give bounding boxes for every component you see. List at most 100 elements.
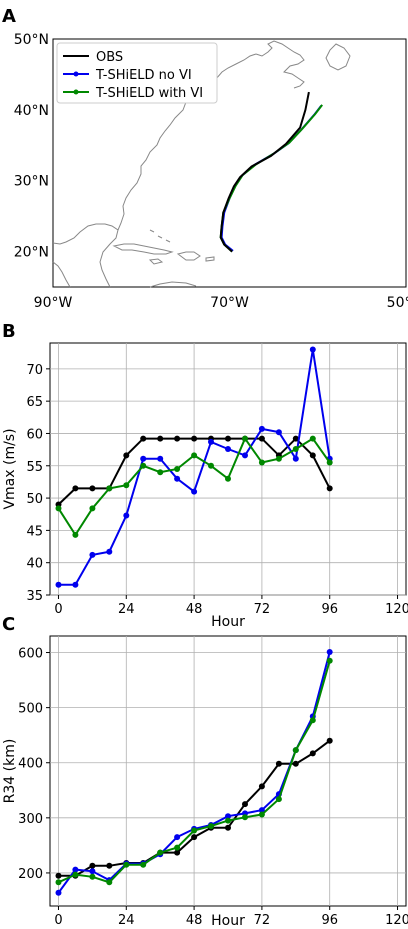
- hispaniola: [176, 251, 201, 261]
- x-tick-label: 24: [118, 602, 135, 617]
- point-t-shield-no-vi: [72, 866, 79, 873]
- y-tick-label: 45: [26, 524, 43, 539]
- x-axis-label-b: Hour: [211, 614, 245, 630]
- point-obs: [258, 435, 265, 442]
- track-obs: [219, 91, 310, 253]
- point-t-shield-with-vi: [258, 459, 265, 466]
- central-america: [52, 261, 71, 288]
- point-t-shield-with-vi: [123, 482, 130, 489]
- x-tick-label: 48: [186, 913, 203, 928]
- y-tick-label: 55: [26, 460, 43, 475]
- bahamas: [149, 229, 171, 243]
- point-t-shield-no-vi: [157, 455, 164, 462]
- legend: OBS T-SHiELD no VI T-SHiELD with VI: [56, 42, 218, 104]
- point-obs: [106, 862, 113, 869]
- point-obs: [191, 834, 198, 841]
- point-t-shield-with-vi: [106, 879, 113, 886]
- cuba: [112, 243, 174, 255]
- panel-label-c: C: [2, 614, 15, 635]
- point-t-shield-with-vi: [242, 435, 248, 442]
- panel-c: C 0 24 48 72 96 120 200 300 400 500 600 Hour R34 (…: [2, 614, 408, 929]
- point-t-shield-no-vi: [55, 581, 62, 588]
- newfoundland: [325, 43, 351, 71]
- y-tick-label: 300: [18, 812, 43, 827]
- point-t-shield-with-vi: [106, 485, 113, 492]
- lon-tick-label: 90°W: [34, 295, 73, 311]
- y-tick-label: 500: [18, 702, 43, 717]
- point-t-shield-with-vi: [292, 747, 299, 754]
- point-t-shield-no-vi: [309, 346, 316, 353]
- legend-label-t-shield-with-vi: T-SHiELD with VI: [95, 86, 203, 101]
- point-obs: [292, 435, 299, 442]
- point-t-shield-no-vi: [326, 649, 333, 655]
- point-obs: [326, 737, 333, 744]
- lat-tick-label: 30°N: [14, 174, 49, 190]
- point-t-shield-with-vi: [309, 717, 316, 724]
- south-america-coast: [149, 281, 197, 288]
- lat-tick-label: 20°N: [14, 245, 49, 261]
- point-t-shield-no-vi: [89, 551, 96, 558]
- point-t-shield-with-vi: [72, 871, 79, 878]
- point-t-shield-with-vi: [258, 811, 265, 818]
- x-tick-label: 72: [254, 913, 271, 928]
- point-obs: [72, 485, 79, 492]
- lon-tick-label: 70°W: [210, 295, 249, 311]
- point-t-shield-with-vi: [326, 459, 333, 466]
- x-tick-label: 96: [321, 913, 338, 928]
- point-t-shield-with-vi: [55, 505, 62, 512]
- point-t-shield-with-vi: [191, 452, 198, 459]
- series-c: [55, 649, 333, 896]
- x-tick-label: 24: [118, 913, 135, 928]
- point-t-shield-no-vi: [242, 452, 248, 459]
- point-t-shield-with-vi: [208, 462, 214, 469]
- point-obs: [326, 485, 333, 492]
- y-tick-label: 70: [26, 363, 43, 378]
- point-t-shield-with-vi: [174, 844, 181, 851]
- coastlines: [52, 40, 351, 288]
- point-obs: [89, 862, 96, 869]
- point-t-shield-with-vi: [292, 446, 299, 452]
- point-t-shield-with-vi: [275, 796, 282, 803]
- point-obs: [309, 750, 316, 757]
- point-obs: [174, 435, 181, 442]
- point-t-shield-with-vi: [89, 505, 96, 512]
- point-t-shield-no-vi: [140, 455, 147, 462]
- x-axis-label-c: Hour: [211, 913, 245, 929]
- point-t-shield-with-vi: [174, 466, 181, 472]
- legend-label-obs: OBS: [96, 50, 123, 65]
- legend-box: [56, 42, 218, 104]
- point-t-shield-with-vi: [140, 462, 147, 469]
- y-axis-label-b: Vmax (m/s): [2, 428, 18, 509]
- point-t-shield-no-vi: [89, 868, 96, 875]
- point-t-shield-no-vi: [191, 488, 198, 495]
- point-obs: [157, 435, 164, 442]
- point-obs: [292, 760, 299, 767]
- y-tick-label: 35: [26, 589, 43, 604]
- us-coastline: [52, 223, 119, 288]
- point-obs: [55, 872, 62, 879]
- panel-b: B 0 24 48 72 96 120 35 40 45 50 55 60 65 70 Hour Vmax…: [2, 321, 408, 630]
- point-t-shield-with-vi: [89, 873, 96, 880]
- y-tick-label: 50: [26, 492, 43, 507]
- y-tick-label: 65: [26, 395, 43, 410]
- x-tick-label: 72: [254, 602, 271, 617]
- point-t-shield-with-vi: [191, 827, 198, 834]
- panel-label-a: A: [2, 6, 16, 27]
- point-obs: [225, 824, 231, 831]
- x-tick-label: 48: [186, 602, 203, 617]
- grid-b: [50, 343, 406, 596]
- x-tick-label: 96: [321, 602, 338, 617]
- point-t-shield-with-vi: [55, 879, 62, 886]
- point-t-shield-with-vi: [225, 475, 231, 482]
- point-t-shield-no-vi: [55, 889, 62, 896]
- x-tick-label: 120: [385, 913, 408, 928]
- point-t-shield-with-vi: [157, 849, 164, 856]
- point-obs: [225, 435, 231, 442]
- plot-frame-c: [49, 635, 407, 907]
- jamaica: [148, 258, 164, 265]
- point-t-shield-with-vi: [208, 823, 214, 830]
- point-t-shield-with-vi: [72, 531, 79, 538]
- point-t-shield-no-vi: [208, 438, 214, 445]
- point-obs: [275, 760, 282, 767]
